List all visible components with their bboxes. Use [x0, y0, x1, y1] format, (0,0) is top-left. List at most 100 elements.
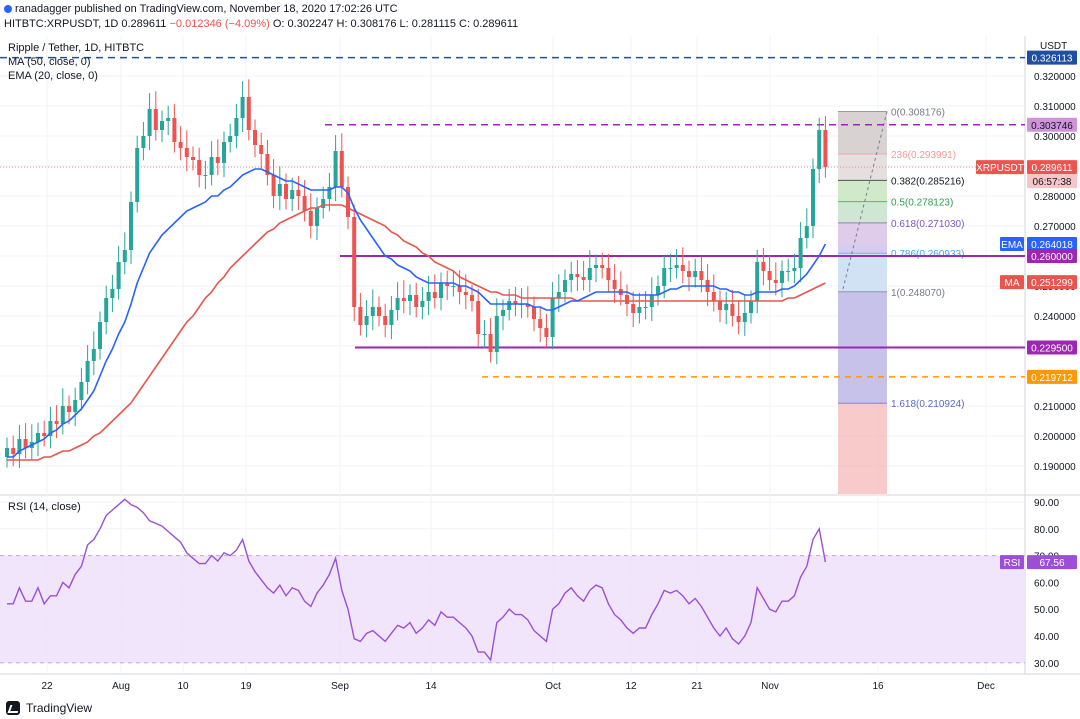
- fib-level-label: 0.5(0.278123): [891, 198, 953, 209]
- fib-level-label: 236(0.293991): [891, 150, 956, 161]
- candle-body: [277, 184, 282, 196]
- candle-body: [383, 316, 388, 325]
- time-tick: Sep: [331, 681, 349, 692]
- fib-level-label: 0(0.308176): [891, 107, 945, 118]
- candle-body: [246, 97, 251, 130]
- candle-body: [445, 283, 450, 286]
- candle-body: [352, 217, 357, 307]
- fib-band: [838, 180, 887, 202]
- candle-body: [625, 295, 629, 304]
- moving-averages: [7, 168, 827, 461]
- candle-body: [73, 400, 78, 412]
- candle-body: [470, 295, 474, 301]
- price-tick: 0.200000: [1034, 432, 1076, 443]
- time-tick: 16: [872, 681, 884, 692]
- candle-body: [401, 298, 406, 301]
- tag-resistance-text: 0.303746: [1031, 121, 1073, 132]
- candle-body: [792, 268, 797, 271]
- candle-body: [259, 145, 264, 154]
- tag-support-upper-text: 0.260000: [1031, 252, 1073, 263]
- fib-band: [838, 111, 887, 155]
- candle-body: [532, 307, 536, 319]
- candle-body: [302, 196, 307, 211]
- price-tick: 0.280000: [1034, 192, 1076, 203]
- candle-body: [215, 157, 220, 163]
- candle-body: [556, 292, 561, 298]
- time-tick: Nov: [761, 681, 779, 692]
- tag-low: [1027, 369, 1077, 384]
- price-tick: 0.270000: [1034, 222, 1076, 233]
- candle-body: [742, 313, 747, 322]
- candle-body: [308, 211, 313, 226]
- candle-body: [594, 265, 598, 268]
- candle-body: [544, 328, 549, 337]
- candle-body: [147, 109, 152, 136]
- candle-body: [798, 238, 803, 268]
- candle-body: [408, 295, 412, 301]
- tag-ema-label: [1000, 236, 1024, 251]
- close-value: C: 0.289611: [459, 18, 519, 30]
- candle-body: [587, 268, 592, 280]
- candle-body: [730, 304, 735, 316]
- price-tags: 0.326113 0.303746 XRPUSDT 0.289611 06:57:38 E…: [976, 50, 1077, 570]
- candle-body: [209, 157, 214, 175]
- candle-body: [85, 361, 90, 382]
- tag-resistance: [1027, 117, 1077, 132]
- time-tick: 21: [691, 681, 703, 692]
- candle-body: [129, 202, 133, 250]
- legend-rsi: RSI (14, close): [8, 501, 81, 513]
- candle-body: [79, 382, 84, 400]
- tag-support-lower: [1027, 340, 1077, 355]
- candle-body: [48, 421, 53, 436]
- price-tick: 0.190000: [1034, 462, 1076, 473]
- tag-ma-value: [1027, 275, 1077, 290]
- legend-ma: MA (50, close, 0): [8, 56, 91, 68]
- candle-body: [36, 433, 40, 442]
- candle-body: [457, 286, 462, 292]
- candle-body: [197, 160, 202, 175]
- candle-body: [761, 262, 766, 271]
- candle-body: [122, 250, 127, 262]
- tradingview-logo-icon: [6, 701, 20, 715]
- candle-body: [420, 301, 425, 307]
- tag-high-text: 0.326113: [1032, 54, 1073, 65]
- candle-body: [54, 421, 59, 424]
- candle-body: [284, 184, 288, 199]
- candle-body: [191, 157, 195, 160]
- fib-band: [838, 253, 887, 292]
- fib-trend-line: [842, 111, 888, 290]
- rsi-indicator: [0, 498, 1025, 664]
- candle-body: [333, 151, 338, 187]
- brand-name: TradingView: [26, 701, 93, 715]
- rsi-tick: 30.00: [1034, 659, 1059, 670]
- candle-body: [91, 349, 96, 361]
- candle-body: [755, 262, 760, 301]
- rsi-band: [0, 555, 1025, 663]
- time-tick: 22: [41, 681, 53, 692]
- candle-body: [166, 118, 171, 121]
- price-tick: 0.210000: [1034, 402, 1076, 413]
- tag-rsi-value: [1027, 555, 1077, 570]
- price-tick: 0.320000: [1034, 72, 1076, 83]
- candle-body: [426, 292, 431, 301]
- candle-body: [253, 130, 257, 145]
- tag-symbol: [976, 160, 1024, 175]
- open-value: O: 0.302247: [272, 18, 334, 30]
- tag-last-price: [1027, 160, 1077, 175]
- price-tick: 0.300000: [1034, 132, 1076, 143]
- horizontal-levels: [0, 56, 1025, 378]
- candle-body: [569, 274, 574, 280]
- candle-body: [699, 271, 704, 280]
- candle-body: [203, 175, 208, 176]
- candle-body: [804, 226, 809, 238]
- current-price: 0.289611: [121, 18, 167, 30]
- tag-rsi-label-text: RSI: [1004, 558, 1021, 569]
- rsi-tick: 60.00: [1034, 578, 1059, 589]
- candle-body: [501, 310, 505, 316]
- user-avatar: [4, 5, 12, 14]
- rsi-tick: 50.00: [1034, 605, 1059, 616]
- candle-body: [153, 109, 158, 130]
- candle-body: [612, 280, 617, 289]
- time-tick: 12: [625, 681, 637, 692]
